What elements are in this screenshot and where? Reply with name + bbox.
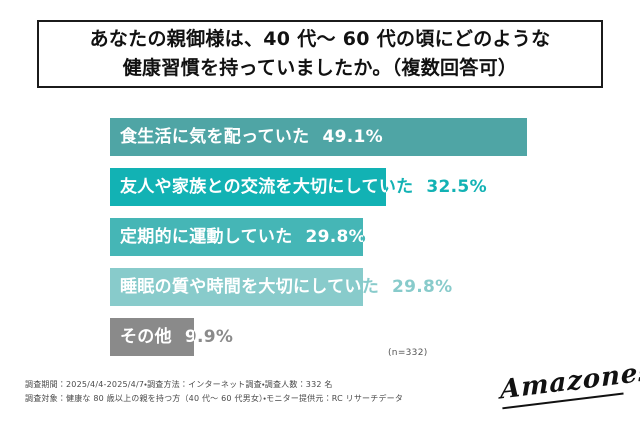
bar-fill-exercise: 定期的に運動していた 29.8% <box>110 218 363 256</box>
bar-fill-diet: 食生活に気を配っていた 49.1% <box>110 118 527 156</box>
amazones-logo-text: Amazones <box>499 356 640 406</box>
bar-label: 食生活に気を配っていた 49.1% <box>120 127 383 147</box>
bar-label: 定期的に運動していた 29.8% <box>120 227 363 247</box>
survey-question-box: あなたの親御様は、40 代～ 60 代の頃にどのような 健康習慣を持っていました… <box>37 20 603 88</box>
amazones-logo: Amazones <box>498 357 640 410</box>
survey-question-line-2: 健康習慣を持っていましたか。（複数回答可） <box>122 57 518 79</box>
survey-question-line-1: あなたの親御様は、40 代～ 60 代の頃にどのような <box>89 27 551 50</box>
bar-fill-social: 友人や家族との交流を大切にしていた32.5% <box>110 168 386 206</box>
survey-target-note: 調査対象：健康な 80 歳以上の親を持つ方（40 代～ 60 代男女）・モニター… <box>25 394 404 403</box>
survey-period-note: 調査期間：2025/4/4-2025/4/7・調査方法：インターネット調査・調査… <box>25 380 333 389</box>
bar-label: 睡眠の質や時間を大切にしていた29.8% <box>120 277 363 297</box>
bar-label: 友人や家族との交流を大切にしていた32.5% <box>120 177 386 197</box>
bar-fill-sleep: 睡眠の質や時間を大切にしていた29.8% <box>110 268 363 306</box>
sample-size-note: (n=332) <box>388 348 428 358</box>
